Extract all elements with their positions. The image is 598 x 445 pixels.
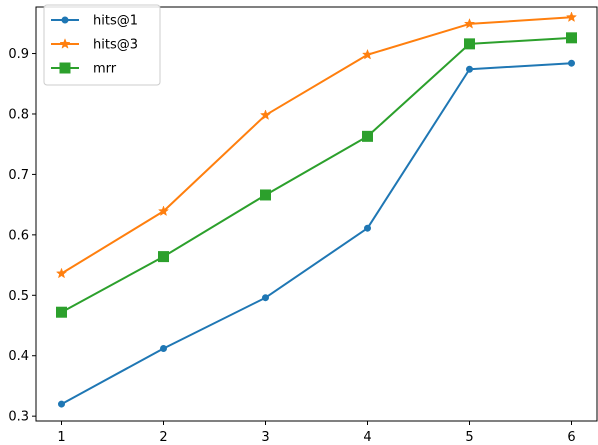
x-tick-label: 1: [57, 430, 65, 445]
data-point-mrr: [159, 252, 169, 262]
data-point-hits-1: [59, 401, 65, 407]
legend-label: hits@1: [93, 14, 138, 29]
legend-swatch-marker: [62, 17, 68, 23]
data-point-mrr: [363, 131, 373, 141]
data-point-hits-1: [365, 225, 371, 231]
data-point-hits-3: [567, 12, 577, 21]
data-point-mrr: [261, 190, 271, 200]
y-tick-label: 0.7: [8, 168, 29, 183]
data-point-hits-1: [467, 66, 473, 72]
series-hits-1: [59, 60, 575, 407]
y-axis: 0.3 0.4 0.5 0.6 0.7 0.8 0.9: [8, 47, 36, 425]
x-axis: 1 2 3 4 5 6: [57, 421, 575, 445]
legend: hits@1 hits@3 mrr: [44, 5, 160, 85]
y-tick-label: 0.9: [8, 47, 29, 62]
y-tick-label: 0.3: [8, 410, 29, 425]
data-point-hits-1: [569, 60, 575, 66]
legend-label: mrr: [93, 62, 117, 77]
y-tick-label: 0.8: [8, 107, 29, 122]
data-point-hits-3: [57, 268, 67, 277]
data-point-hits-1: [263, 295, 269, 301]
data-point-mrr: [465, 39, 475, 49]
data-point-hits-3: [465, 19, 475, 28]
legend-label: hits@3: [93, 38, 138, 53]
data-point-mrr: [57, 307, 67, 317]
legend-swatch-marker: [60, 63, 70, 73]
x-tick-label: 2: [159, 430, 167, 445]
x-tick-label: 3: [261, 430, 269, 445]
x-tick-label: 4: [363, 430, 371, 445]
series-line-hits-1: [62, 63, 572, 404]
x-tick-label: 6: [567, 430, 575, 445]
y-tick-label: 0.4: [8, 349, 29, 364]
data-point-hits-1: [161, 345, 167, 351]
data-point-mrr: [567, 33, 577, 43]
x-tick-label: 5: [465, 430, 473, 445]
y-tick-label: 0.6: [8, 228, 29, 243]
y-tick-label: 0.5: [8, 289, 29, 304]
